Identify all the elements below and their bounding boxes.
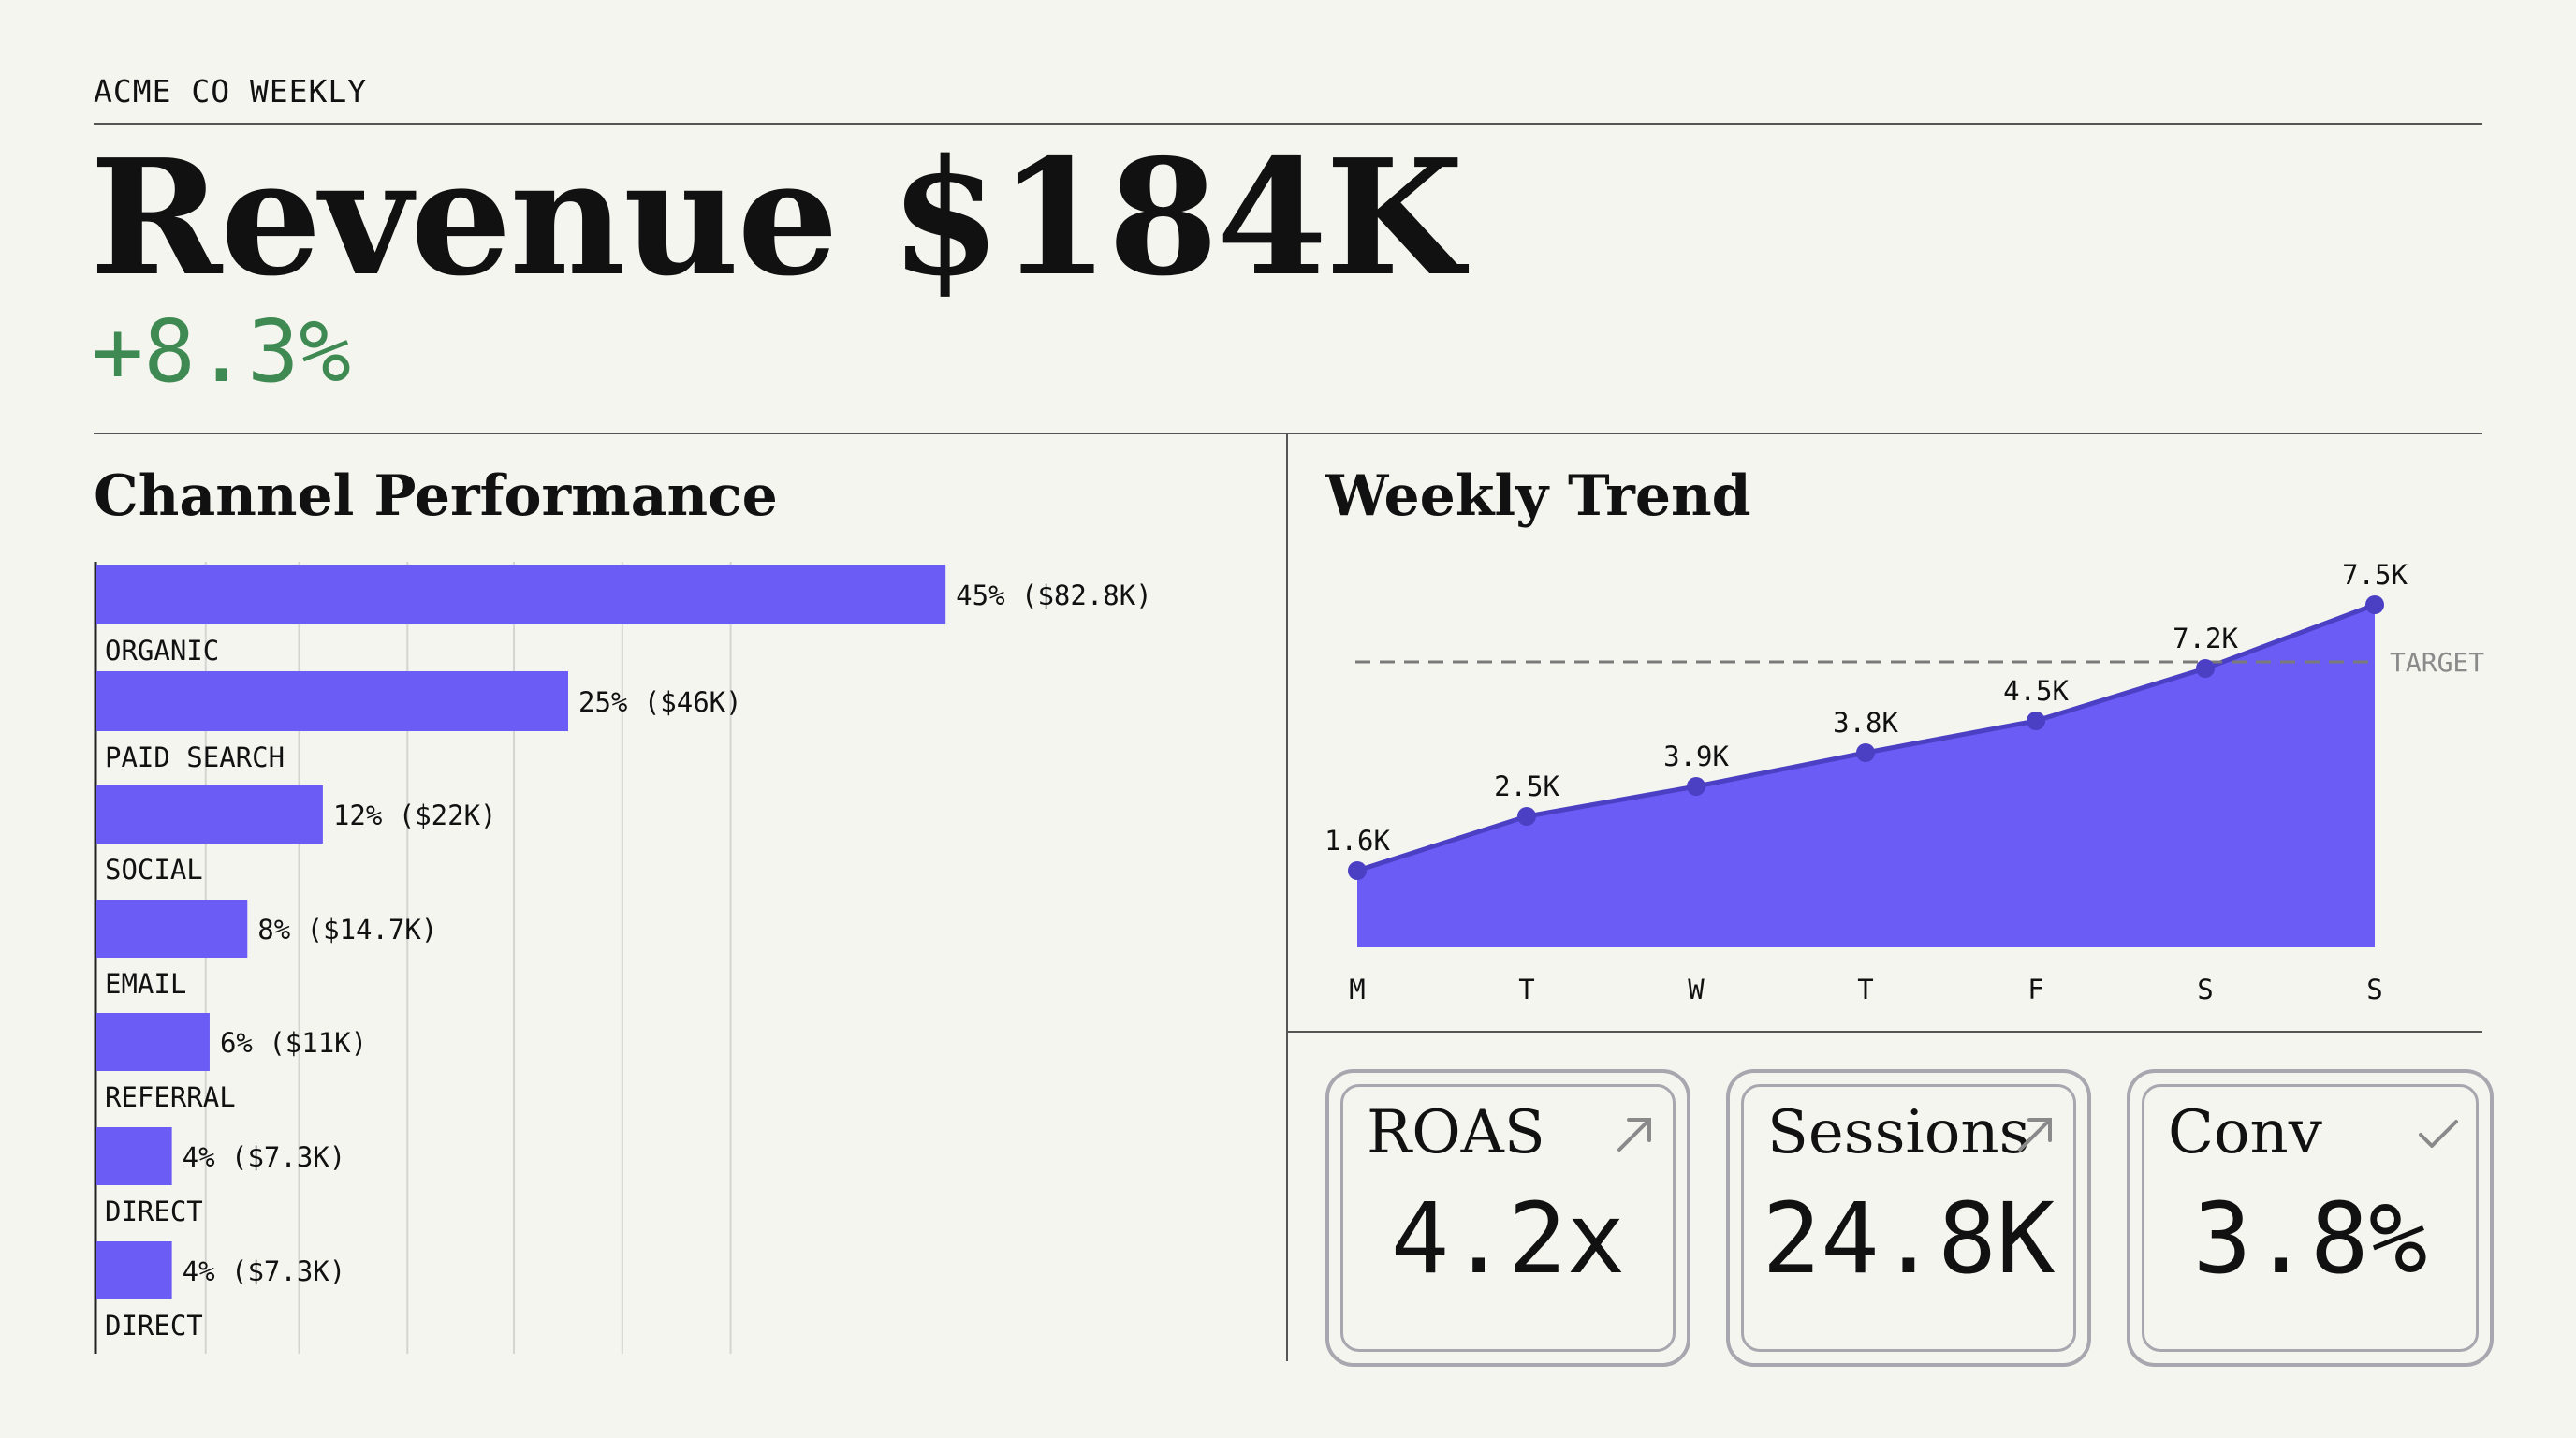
bar-value-label: 45% ($82.8K) <box>956 580 1152 611</box>
x-tick-label: M <box>1349 974 1365 1002</box>
kpi-card-roas: ROAS 4.2x <box>1325 1069 1690 1367</box>
page-title: Revenue $184K <box>90 125 1464 312</box>
bar-value-label: 25% ($46K) <box>578 686 742 718</box>
data-point <box>2027 712 2045 730</box>
x-tick-label: F <box>2027 974 2043 1002</box>
revenue-delta: +8.3% <box>92 301 351 402</box>
bar <box>96 1013 210 1071</box>
bar-value-label: 8% ($14.7K) <box>257 914 437 946</box>
header-divider <box>94 123 2482 125</box>
bar-value-label: 6% ($11K) <box>220 1027 367 1059</box>
data-point <box>1687 777 1705 796</box>
data-point <box>1856 743 1875 762</box>
trend-kpi-divider <box>1288 1031 2482 1033</box>
x-tick-label: W <box>1688 974 1705 1002</box>
bar <box>96 1241 172 1299</box>
kpi-card-inner-border <box>1340 1084 1676 1352</box>
kpi-label: Sessions <box>1767 1098 2030 1167</box>
category-label: REFERRAL <box>105 1081 236 1113</box>
data-point <box>1517 807 1536 826</box>
bar-value-label: 4% ($7.3K) <box>183 1255 346 1287</box>
kpi-value: 4.2x <box>1390 1181 1626 1296</box>
x-tick-label: T <box>1857 974 1873 1002</box>
bar <box>96 671 568 731</box>
kpi-card-inner-border <box>2142 1084 2479 1352</box>
bar-value-label: 4% ($7.3K) <box>183 1141 346 1173</box>
kpi-label: Conv <box>2168 1098 2322 1167</box>
section-divider <box>94 433 2482 434</box>
point-value-label: 4.5K <box>2003 675 2069 707</box>
x-tick-label: S <box>2197 974 2213 1002</box>
channel-panel-title: Channel Performance <box>94 463 778 529</box>
kpi-card-sessions: Sessions 24.8K <box>1726 1069 2091 1367</box>
point-value-label: 2.5K <box>1494 770 1559 802</box>
x-tick-label: S <box>2366 974 2382 1002</box>
bar <box>96 785 323 844</box>
category-label: DIRECT <box>105 1310 203 1342</box>
category-label: EMAIL <box>105 968 186 1000</box>
weekly-trend-chart: TARGET 1.6K M 2.5K T 3.9K W 3.8K T 4.5K F 7.2K S 7.5K… <box>1325 559 2484 1002</box>
point-value-label: 3.8K <box>1833 707 1898 739</box>
bar <box>96 565 946 624</box>
data-point <box>2196 659 2215 678</box>
point-value-label: 1.6K <box>1325 825 1390 857</box>
bar <box>96 1127 172 1185</box>
category-label: DIRECT <box>105 1196 203 1227</box>
bar <box>96 900 248 958</box>
kpi-value: 24.8K <box>1762 1181 2056 1296</box>
check-icon <box>2419 1120 2458 1148</box>
kpi-card-inner-border <box>1741 1084 2076 1352</box>
point-value-label: 3.9K <box>1663 741 1729 772</box>
target-label: TARGET <box>2390 647 2484 678</box>
arrow-up-right-icon <box>1617 1118 1651 1152</box>
kpi-label: ROAS <box>1367 1098 1545 1167</box>
channel-bar-chart: 45% ($82.8K) ORGANIC 25% ($46K) PAID SEARCH… <box>94 562 1152 1354</box>
brand-label: ACME CO WEEKLY <box>94 73 368 110</box>
category-label: PAID SEARCH <box>105 741 285 773</box>
category-label: ORGANIC <box>105 635 219 667</box>
kpi-card-conv: Conv 3.8% <box>2127 1069 2494 1367</box>
arrow-up-right-icon <box>2018 1118 2052 1152</box>
point-value-label: 7.2K <box>2173 623 2238 654</box>
point-value-label: 7.5K <box>2342 559 2408 591</box>
category-label: SOCIAL <box>105 854 203 886</box>
kpi-value: 3.8% <box>2192 1181 2428 1296</box>
bar-value-label: 12% ($22K) <box>333 800 497 831</box>
panel-divider <box>1286 433 1288 1361</box>
data-point <box>2365 595 2384 614</box>
data-point <box>1348 861 1367 880</box>
x-tick-label: T <box>1518 974 1534 1002</box>
trend-panel-title: Weekly Trend <box>1325 463 1751 529</box>
area-fill <box>1357 605 2375 947</box>
